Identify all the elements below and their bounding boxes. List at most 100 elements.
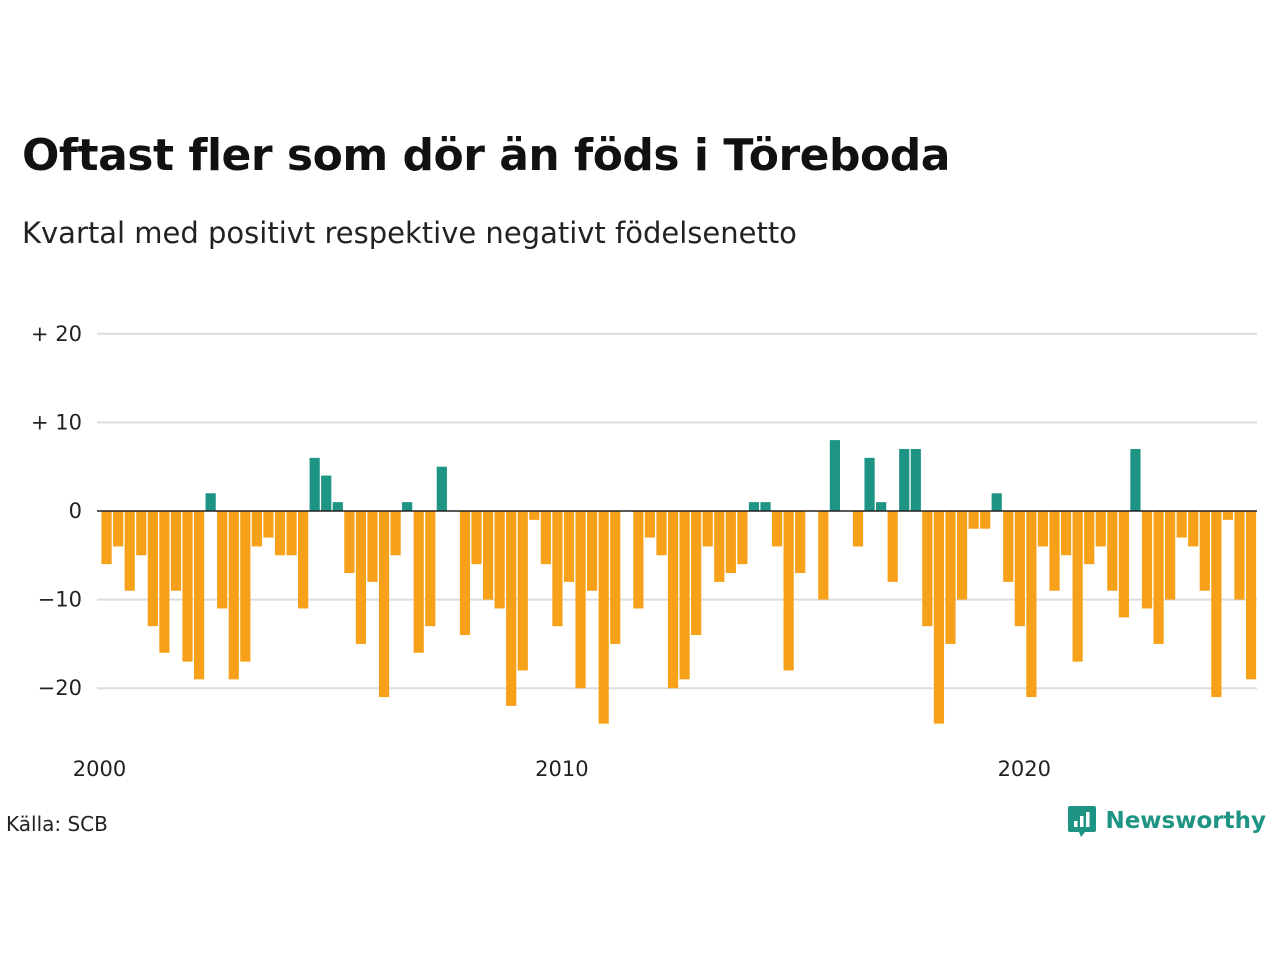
- bar: [321, 475, 332, 511]
- bar: [887, 511, 898, 582]
- bar: [494, 511, 505, 609]
- bar: [355, 511, 367, 644]
- bar: [876, 502, 887, 511]
- bar: [968, 511, 979, 529]
- bar: [1014, 511, 1025, 627]
- bar: [1141, 511, 1153, 609]
- bar: [1084, 511, 1095, 565]
- bar: [1095, 511, 1106, 547]
- bar: [864, 457, 875, 511]
- bar: [1199, 511, 1210, 591]
- bar: [714, 511, 725, 582]
- bar: [425, 511, 436, 627]
- chart-title: Oftast fler som dör än föds i Töreboda: [22, 130, 950, 181]
- x-tick-label: 2020: [998, 757, 1051, 781]
- bar: [1188, 511, 1199, 547]
- bar: [529, 511, 540, 520]
- bar: [587, 511, 598, 591]
- x-tick-label: 2010: [535, 757, 588, 781]
- bar: [922, 511, 933, 627]
- bar: [286, 511, 297, 556]
- bar: [378, 511, 390, 698]
- bar: [170, 511, 182, 591]
- bar: [910, 448, 921, 511]
- bar: [1072, 511, 1083, 662]
- bar: [506, 511, 517, 706]
- y-tick-label: + 20: [31, 322, 82, 346]
- y-tick-labels: + 20 + 10 0 −10 −20: [31, 322, 82, 700]
- bar: [1118, 511, 1129, 618]
- bar: [795, 511, 806, 574]
- source-note: Källa: SCB: [6, 812, 108, 836]
- chart-subtitle: Kvartal med positivt respektive negativt…: [22, 216, 797, 250]
- bar: [136, 511, 147, 556]
- bar: [240, 511, 251, 662]
- x-tick-label: 2000: [73, 757, 126, 781]
- newsworthy-logo-icon: [1068, 806, 1097, 837]
- bar: [563, 511, 575, 582]
- bar: [852, 511, 864, 547]
- y-tick-label: 0: [69, 499, 82, 523]
- bar: [482, 511, 494, 600]
- bar: [1003, 511, 1014, 582]
- bar: [760, 502, 771, 511]
- bar: [737, 511, 748, 565]
- brand: Newsworthy: [1067, 804, 1266, 838]
- bar: [1153, 511, 1164, 644]
- bar: [679, 511, 690, 680]
- bar: [159, 511, 170, 653]
- bar: [656, 511, 667, 556]
- bar: [610, 511, 621, 644]
- bar: [945, 511, 956, 644]
- bar: [517, 511, 528, 671]
- bar: [390, 511, 401, 556]
- bar: [101, 511, 112, 565]
- bar: [1107, 511, 1118, 591]
- bar: [367, 511, 378, 582]
- bar: [182, 511, 193, 662]
- bar: [263, 511, 274, 538]
- bar: [933, 511, 945, 724]
- bar: [309, 457, 320, 511]
- bar: [644, 511, 656, 538]
- bar: [124, 511, 135, 591]
- bar: [344, 511, 355, 574]
- bar: [540, 511, 551, 565]
- y-tick-label: −20: [38, 676, 82, 700]
- bar: [113, 511, 124, 547]
- bar: [1165, 511, 1176, 600]
- bar: [702, 511, 713, 547]
- bar: [147, 511, 158, 627]
- bar: [471, 511, 482, 565]
- brand-name: Newsworthy: [1105, 808, 1266, 834]
- bar: [1222, 511, 1234, 520]
- y-tick-label: + 10: [31, 410, 82, 434]
- y-tick-label: −10: [38, 588, 82, 612]
- bar: [402, 502, 413, 511]
- bar: [1130, 448, 1141, 511]
- bar: [633, 511, 644, 609]
- bar: [1037, 511, 1049, 547]
- bar: [413, 511, 424, 653]
- bar: [228, 511, 239, 680]
- bars: [101, 440, 1257, 724]
- bar: [598, 511, 609, 724]
- bar: [783, 511, 794, 671]
- bar: [1234, 511, 1245, 600]
- bar: [1026, 511, 1037, 698]
- bar: [771, 511, 783, 547]
- bar: [251, 511, 262, 547]
- bar: [205, 493, 216, 511]
- bar: [1245, 511, 1257, 680]
- bar: [1211, 511, 1222, 698]
- bar: [899, 448, 910, 511]
- bar: [436, 466, 447, 511]
- bar: [1049, 511, 1060, 591]
- bar-chart: + 20 + 10 0 −10 −20 2000 2010 2020: [31, 322, 1257, 781]
- bar: [459, 511, 471, 636]
- bar: [980, 511, 991, 529]
- bar: [818, 511, 829, 600]
- bar: [725, 511, 736, 574]
- bar: [748, 502, 760, 511]
- bar: [575, 511, 586, 689]
